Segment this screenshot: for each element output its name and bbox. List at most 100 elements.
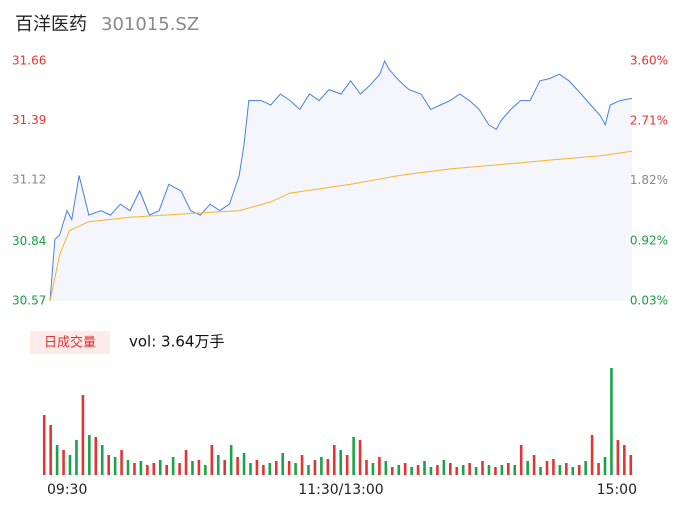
y2-tick-label: 1.82% <box>630 173 668 187</box>
volume-bar <box>623 445 626 475</box>
volume-bar <box>133 463 136 475</box>
volume-bar <box>507 463 510 475</box>
volume-bar <box>281 453 285 475</box>
volume-bar <box>590 435 594 475</box>
y-tick-label: 31.12 <box>12 172 46 186</box>
volume-bar <box>255 460 259 475</box>
volume-bar <box>326 459 330 475</box>
volume-bar <box>94 437 98 475</box>
volume-bar <box>423 461 426 475</box>
volume-bar <box>558 465 562 475</box>
volume-bar <box>455 467 459 475</box>
volume-bar <box>390 467 394 475</box>
volume-bar <box>519 445 523 475</box>
volume-bar <box>494 467 497 475</box>
volume-bar <box>300 455 304 475</box>
volume-bar <box>410 467 413 475</box>
volume-bar <box>552 459 555 475</box>
volume-label-box <box>30 331 110 354</box>
volume-bar <box>332 445 336 475</box>
volume-bar <box>42 415 46 475</box>
x-tick-label: 11:30/13:00 <box>298 482 383 498</box>
volume-bar <box>403 463 407 475</box>
stock-name: 百洋医药 <box>15 14 87 35</box>
volume-bar <box>526 461 529 475</box>
volume-bar <box>236 457 239 475</box>
y2-tick-label: 0.92% <box>630 234 668 248</box>
y-tick-label: 31.66 <box>12 54 46 68</box>
volume-bar <box>429 467 433 475</box>
y2-tick-label: 2.71% <box>630 113 668 127</box>
y-tick-label: 30.57 <box>12 294 46 308</box>
volume-bar <box>545 461 549 475</box>
volume-bar <box>274 461 278 475</box>
volume-bar <box>397 465 401 475</box>
volume-bar <box>442 460 446 475</box>
volume-bar <box>268 463 272 475</box>
volume-bar <box>107 455 110 475</box>
series-line <box>49 150 633 302</box>
volume-bar <box>191 461 194 475</box>
volume-bar <box>416 465 420 475</box>
volume-bar <box>139 461 143 475</box>
volume-bar <box>68 455 72 475</box>
volume-bar <box>216 455 220 475</box>
volume-bar <box>126 460 130 475</box>
volume-bar <box>571 467 575 475</box>
volume-bar <box>100 445 104 475</box>
volume-bar <box>287 461 291 475</box>
volume-bar <box>365 460 368 475</box>
volume-bar <box>75 440 78 475</box>
volume-bar <box>113 457 117 475</box>
volume-bar <box>223 460 227 475</box>
volume-bar <box>448 463 452 475</box>
volume-bar <box>513 465 517 475</box>
volume-bar <box>313 460 317 475</box>
volume-bar <box>171 457 175 475</box>
volume-bar <box>178 463 181 475</box>
volume-total: vol: 3.64万手 <box>129 333 224 351</box>
price-area <box>50 61 632 301</box>
x-tick-label: 15:00 <box>597 482 637 498</box>
volume-bar <box>584 461 587 475</box>
volume-bar <box>294 463 297 475</box>
y2-tick-label: 3.60% <box>630 54 668 68</box>
volume-bar <box>436 465 439 475</box>
volume-bar <box>474 467 478 475</box>
stock-code: 301015.SZ <box>101 14 199 35</box>
volume-bar <box>532 455 536 475</box>
volume-bar <box>210 445 214 475</box>
volume-bar <box>49 425 52 475</box>
volume-bar <box>62 450 65 475</box>
volume-bar <box>481 461 484 475</box>
volume-bar <box>249 463 252 475</box>
volume-bar <box>616 440 620 475</box>
volume-bar <box>565 463 568 475</box>
volume-bar <box>152 463 156 475</box>
volume-bar <box>229 445 233 475</box>
volume-bar <box>197 460 201 475</box>
volume-bar <box>358 440 362 475</box>
volume-bar <box>603 457 607 475</box>
volume-bar <box>204 465 207 475</box>
volume-bar <box>120 450 123 475</box>
volume-bar <box>88 435 91 475</box>
volume-bar <box>610 368 613 475</box>
volume-bar <box>378 457 381 475</box>
series-line <box>49 59 633 302</box>
volume-bar <box>320 457 323 475</box>
volume-bar <box>55 445 59 475</box>
volume-bar <box>165 465 168 475</box>
volume-bar <box>539 467 542 475</box>
volume-bar <box>81 395 85 475</box>
volume-bar <box>384 461 388 475</box>
volume-bar <box>352 437 355 475</box>
volume-bar <box>339 450 343 475</box>
volume-bar <box>146 465 149 475</box>
volume-bar <box>500 465 504 475</box>
volume-bar <box>487 465 491 475</box>
y-tick-label: 31.39 <box>12 113 46 127</box>
volume-bar <box>468 463 471 475</box>
volume-bar <box>184 450 188 475</box>
